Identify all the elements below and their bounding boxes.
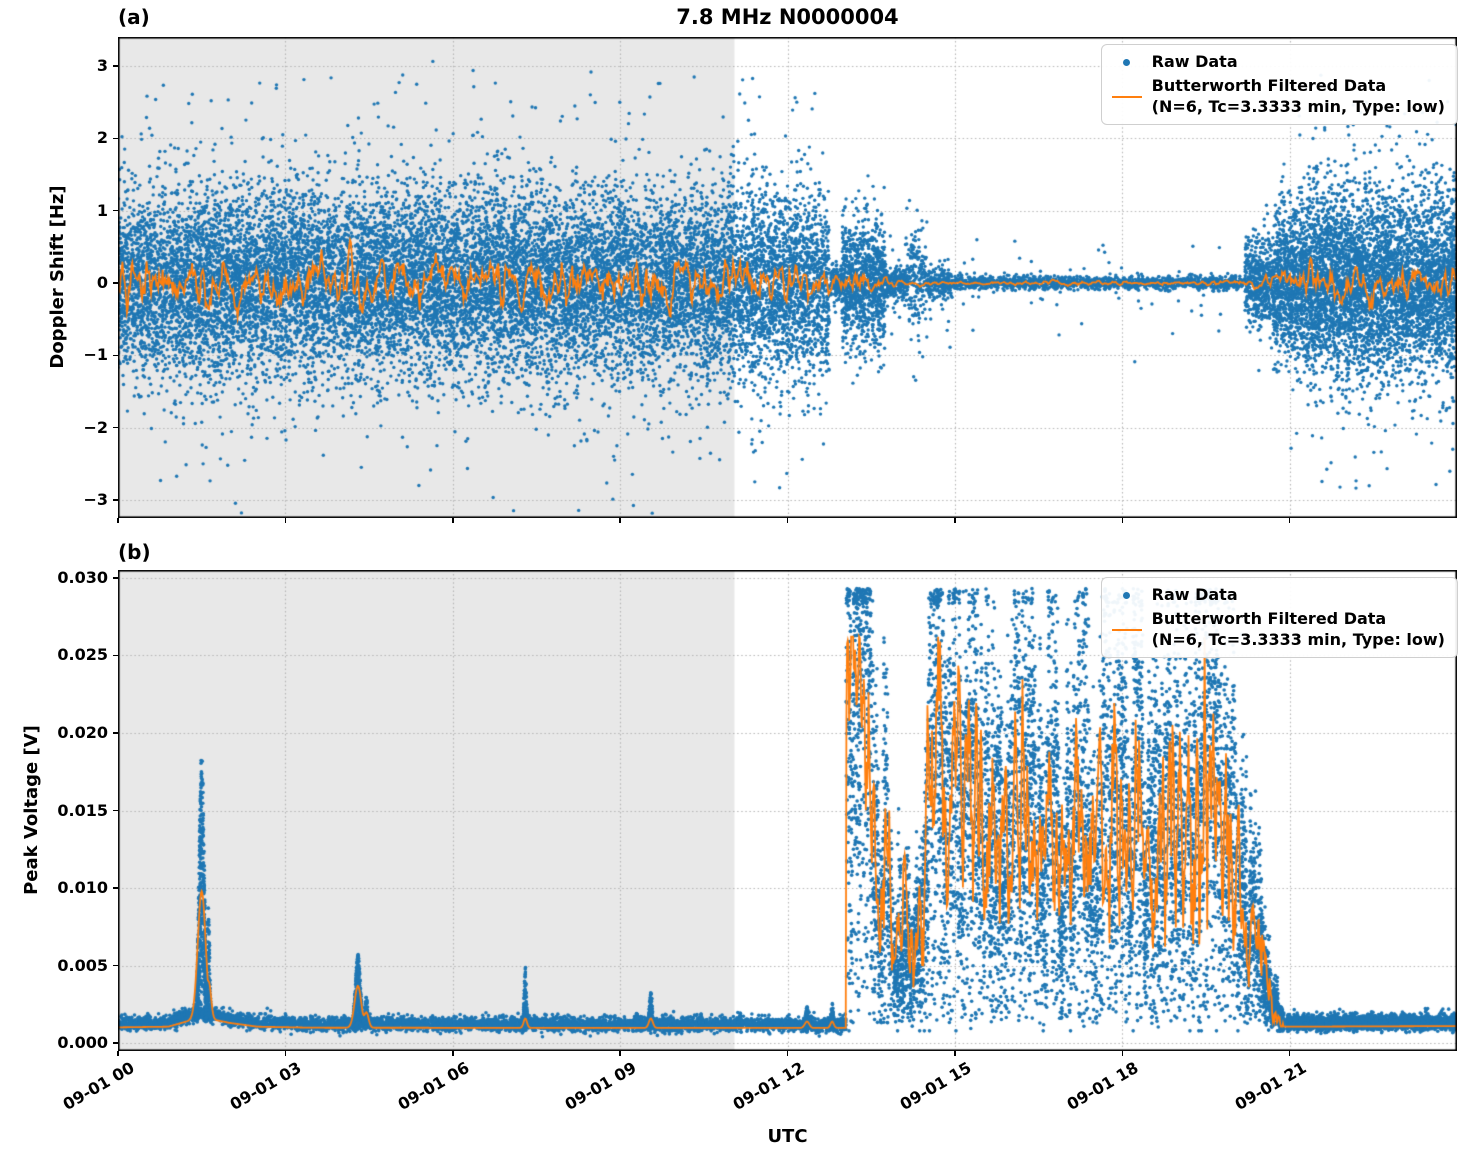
x-tick-mark (284, 518, 287, 523)
x-tick-label: 09-01 15 (896, 1058, 975, 1114)
x-tick-mark (619, 518, 621, 523)
y-tick-mark (113, 282, 118, 284)
x-tick-mark (786, 1051, 789, 1056)
y-tick-mark (113, 65, 118, 67)
y-tick-label: 0.030 (57, 567, 108, 587)
filtered-data-line (1111, 95, 1142, 98)
y-tick-label: 2 (96, 128, 108, 148)
x-tick-mark (954, 1051, 956, 1056)
y-tick-label: 0 (96, 272, 108, 292)
y-tick-mark (113, 732, 118, 734)
x-tick-label: 09-01 00 (59, 1058, 138, 1114)
raw-data-marker-icon (1110, 58, 1144, 66)
x-tick-label: 09-01 21 (1231, 1058, 1310, 1114)
y-tick-mark (113, 887, 118, 889)
y-tick-mark (113, 137, 118, 139)
x-tick-label: 09-01 12 (729, 1058, 807, 1114)
panel-b-legend: Raw Data Butterworth Filtered Data (N=6,… (1100, 577, 1458, 659)
legend-raw-label: Raw Data (1151, 585, 1238, 604)
y-tick-mark (113, 577, 118, 579)
legend-filtered-label-line1: Butterworth Filtered Data (1151, 609, 1387, 629)
x-tick-mark (452, 1051, 454, 1056)
y-tick-mark (113, 354, 118, 356)
y-tick-label: 0.000 (57, 1033, 108, 1053)
y-tick-label: −1 (83, 345, 108, 365)
x-tick-label: 09-01 09 (561, 1058, 640, 1114)
x-tick-label: 09-01 18 (1063, 1058, 1142, 1114)
legend-filtered-label-line1: Butterworth Filtered Data (1151, 76, 1387, 96)
legend-entry-filtered-data: Butterworth Filtered Data (N=6, Tc=3.333… (1110, 609, 1445, 650)
legend-entry-filtered-data: Butterworth Filtered Data (N=6, Tc=3.333… (1110, 76, 1445, 117)
x-tick-mark (284, 1051, 287, 1056)
legend-filtered-label: Butterworth Filtered Data (N=6, Tc=3.333… (1152, 76, 1445, 117)
x-tick-label: 09-01 03 (226, 1058, 305, 1114)
y-tick-mark (113, 1042, 118, 1044)
x-tick-mark (1121, 1051, 1123, 1056)
x-axis-label: UTC (767, 1126, 808, 1147)
raw-data-dot (1123, 591, 1131, 599)
y-tick-label: −2 (83, 417, 108, 437)
figure-title: 7.8 MHz N0000004 (676, 5, 899, 29)
legend-filtered-label-line2: (N=6, Tc=3.3333 min, Type: low) (1151, 96, 1445, 116)
panel-a-legend: Raw Data Butterworth Filtered Data (N=6,… (1100, 44, 1458, 126)
x-tick-mark (619, 1051, 621, 1056)
x-tick-label: 09-01 06 (394, 1058, 473, 1114)
raw-data-marker-icon (1110, 591, 1144, 599)
panel-a-label: (a) (118, 5, 150, 29)
x-tick-mark (1121, 518, 1123, 523)
x-tick-mark (117, 1051, 119, 1056)
legend-raw-label: Raw Data (1151, 52, 1238, 71)
x-tick-mark (452, 518, 454, 523)
filtered-data-marker-icon (1110, 628, 1144, 631)
y-tick-mark (113, 426, 118, 429)
y-tick-mark (113, 654, 118, 657)
y-tick-label: 3 (96, 55, 108, 75)
x-tick-mark (1288, 1051, 1291, 1056)
y-tick-label: 0.010 (57, 878, 108, 898)
legend-filtered-label: Butterworth Filtered Data (N=6, Tc=3.333… (1152, 609, 1445, 650)
panel-b-label: (b) (118, 540, 151, 564)
y-tick-label: 1 (96, 200, 108, 220)
filtered-data-marker-icon (1110, 95, 1144, 98)
legend-entry-raw-data: Raw Data (1110, 585, 1445, 605)
y-tick-label: 0.015 (57, 800, 108, 820)
y-tick-label: 0.020 (57, 722, 108, 742)
filtered-data-line (1111, 628, 1142, 631)
legend-filtered-label-line2: (N=6, Tc=3.3333 min, Type: low) (1151, 629, 1445, 649)
x-tick-mark (786, 518, 789, 523)
y-tick-label: 0.025 (57, 645, 108, 665)
y-tick-mark (113, 964, 118, 967)
y-tick-mark (113, 209, 118, 212)
y-tick-mark (113, 499, 118, 501)
y-tick-label: −3 (83, 489, 108, 509)
x-tick-mark (117, 518, 119, 523)
legend-entry-raw-data: Raw Data (1110, 52, 1445, 72)
x-tick-mark (954, 518, 956, 523)
raw-data-dot (1123, 58, 1131, 66)
x-tick-mark (1288, 518, 1291, 523)
y-tick-mark (113, 809, 118, 812)
y-tick-label: 0.005 (57, 955, 108, 975)
